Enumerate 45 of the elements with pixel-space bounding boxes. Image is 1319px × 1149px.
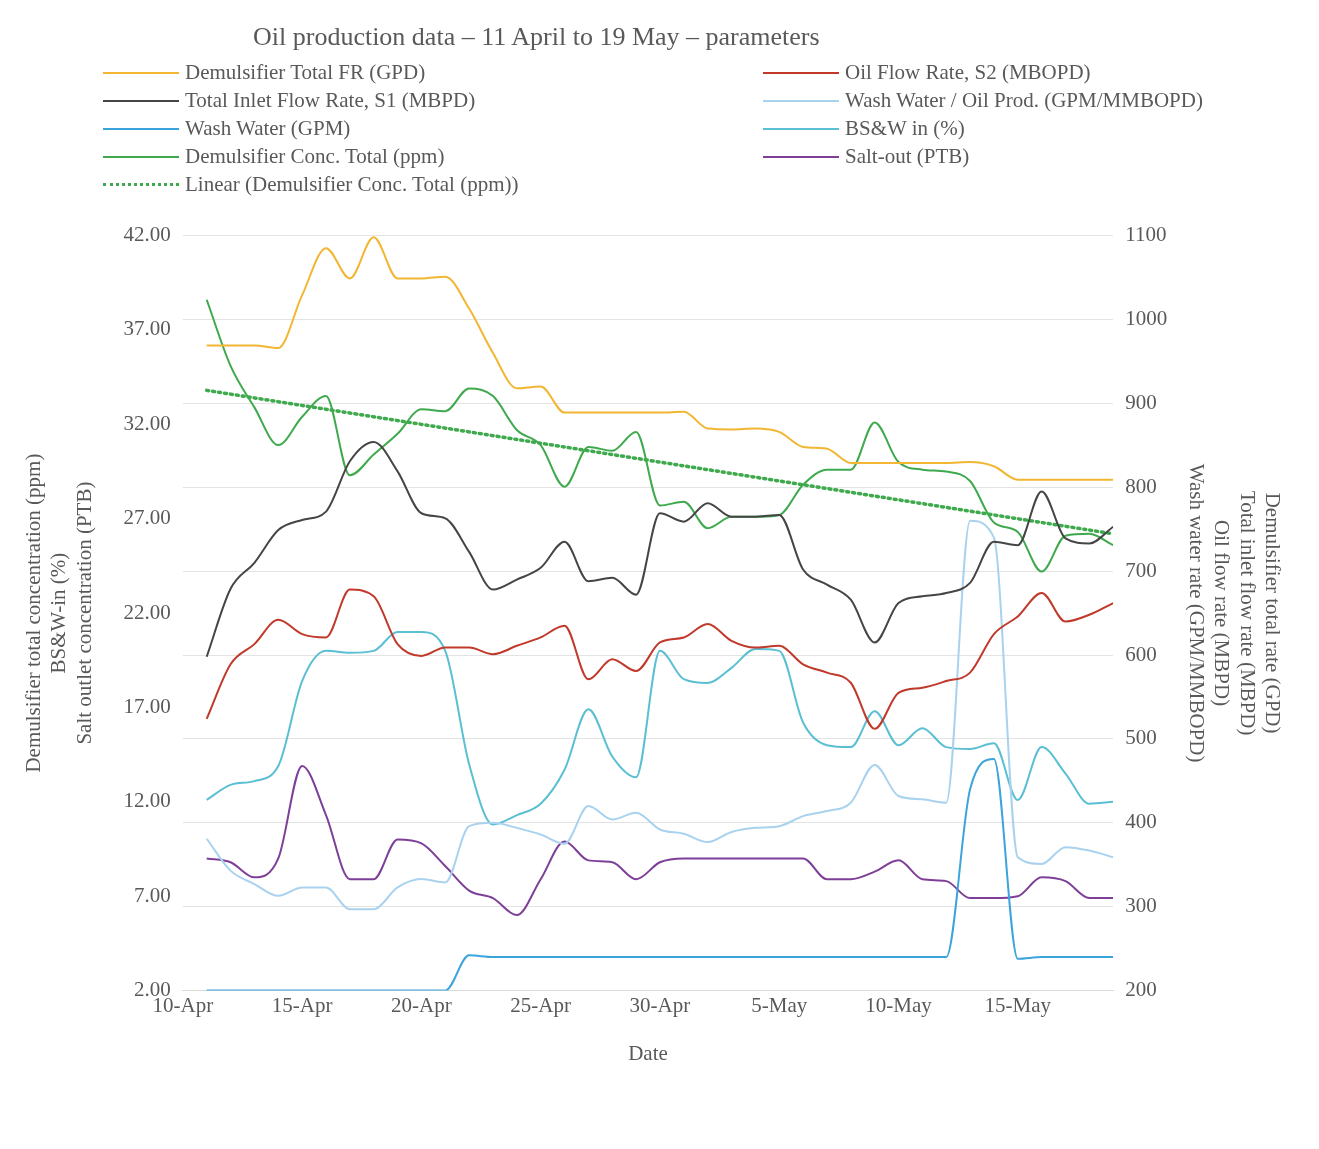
line-series	[205, 519, 1114, 911]
x-tick-label: 30-Apr	[629, 992, 691, 1017]
line-series	[205, 764, 1114, 917]
x-tick-label: 5-May	[751, 992, 808, 1017]
y-tick-label: 42.00	[123, 222, 171, 247]
y-tick-label: 37.00	[123, 316, 171, 341]
line-series	[205, 588, 1114, 730]
x-tick-label: 15-Apr	[271, 992, 333, 1017]
x-tick-label: 20-Apr	[391, 992, 452, 1017]
x-tick-label: 10-May	[865, 992, 933, 1017]
y2-tick-label: 300	[1125, 893, 1157, 918]
legend-label: Demulsifier Conc. Total (ppm)	[185, 144, 445, 169]
line-series	[205, 298, 1114, 573]
chart-title: Oil production data – 11 April to 19 May – parameters	[253, 22, 821, 52]
legend-label: Total Inlet Flow Rate, S1 (MBPD)	[185, 88, 476, 113]
legend-label: Demulsifier Total FR (GPD)	[185, 60, 426, 85]
y2-tick-label: 500	[1125, 725, 1157, 750]
legend-label: Linear (Demulsifier Conc. Total (ppm))	[185, 172, 519, 197]
y2-tick-label: 900	[1125, 389, 1157, 414]
y-tick-label: 32.00	[123, 410, 171, 435]
y-tick-label: 7.00	[134, 882, 171, 907]
line-series	[205, 236, 1114, 481]
legend-label: Oil Flow Rate, S2 (MBOPD)	[845, 60, 1091, 85]
y-tick-label: 27.00	[123, 505, 171, 530]
y2-tick-label: 800	[1125, 473, 1157, 498]
legend-label: Salt-out (PTB)	[845, 144, 970, 169]
x-tick-label: 25-Apr	[510, 992, 572, 1017]
legend-label: BS&W in (%)	[845, 116, 965, 141]
y2-tick-label: 700	[1125, 557, 1157, 582]
y-axis-title: Demulsifier total concentration (ppm) BS&W-in (%) Salt outlet concentration (PTB)	[21, 453, 96, 773]
y-tick-label: 17.00	[123, 693, 171, 718]
y-tick-label: 22.00	[123, 599, 171, 624]
legend-label: Wash Water (GPM)	[185, 116, 351, 141]
y2-tick-label: 600	[1125, 641, 1157, 666]
y2-axis-title: Demulsifier total rate (GPD) Total inlet flow rate (MBPD) Oil flow rate (MBPD) Wash water rate (GPM/MMBOPD)	[1185, 463, 1285, 763]
y-tick-label: 12.00	[123, 788, 171, 813]
y2-tick-label: 1000	[1125, 306, 1168, 330]
x-tick-label: 15-May	[984, 992, 1052, 1017]
x-axis-title: Date	[628, 1040, 668, 1065]
y2-tick-label: 200	[1125, 977, 1157, 1002]
y2-tick-label: 400	[1125, 809, 1157, 834]
line-series	[205, 630, 1114, 826]
line-series	[205, 440, 1114, 658]
y2-tick-label: 1100	[1125, 222, 1167, 247]
legend-label: Wash Water / Oil Prod. (GPM/MMBOPD)	[845, 88, 1203, 113]
